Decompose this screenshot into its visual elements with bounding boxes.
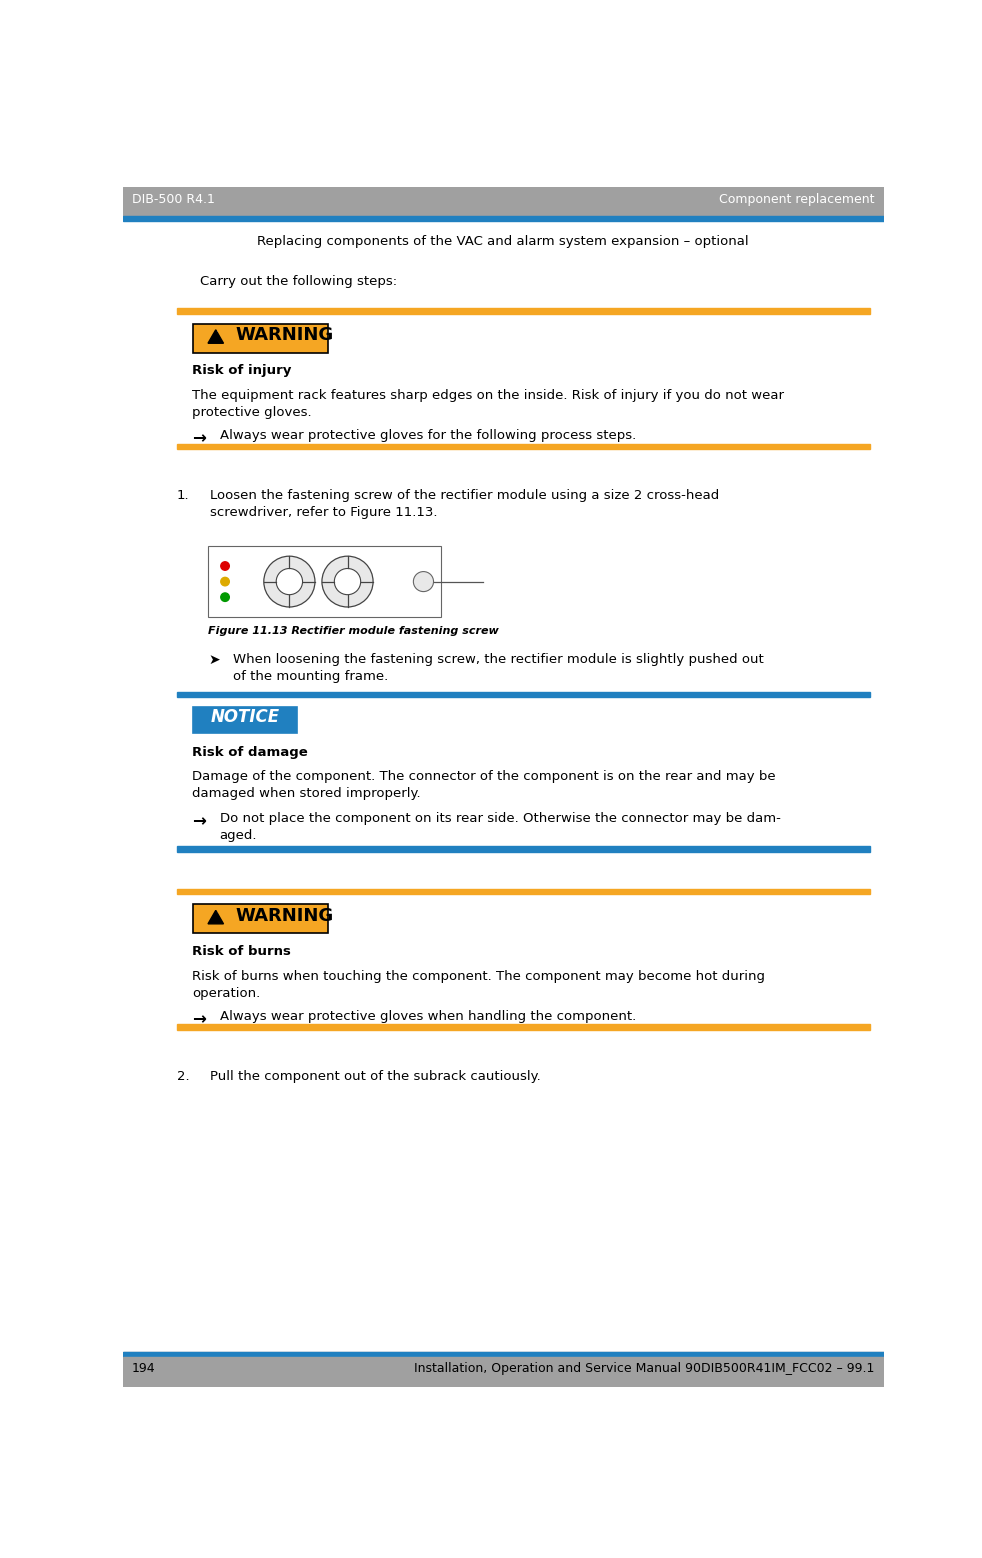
Text: damaged when stored improperly.: damaged when stored improperly. — [192, 787, 421, 801]
Text: of the mounting frame.: of the mounting frame. — [233, 670, 388, 682]
Text: Always wear protective gloves for the following process steps.: Always wear protective gloves for the fo… — [220, 428, 636, 442]
Text: protective gloves.: protective gloves. — [192, 407, 312, 419]
Circle shape — [334, 569, 360, 595]
Text: 194: 194 — [132, 1362, 156, 1376]
Text: →: → — [192, 1010, 206, 1028]
Bar — [208, 547, 441, 617]
Text: Pull the component out of the subrack cautiously.: Pull the component out of the subrack ca… — [209, 1070, 540, 1083]
Bar — [177, 692, 870, 696]
Bar — [192, 324, 328, 354]
Text: operation.: operation. — [192, 986, 261, 1000]
Polygon shape — [208, 330, 224, 343]
Circle shape — [322, 556, 373, 608]
Text: Installation, Operation and Service Manual 90DIB500R41IM_FCC02 – 99.1: Installation, Operation and Service Manu… — [414, 1362, 875, 1376]
Bar — [123, 1357, 884, 1387]
Bar — [123, 1352, 884, 1357]
Bar — [123, 187, 884, 217]
Bar — [123, 217, 884, 221]
Text: Damage of the component. The connector of the component is on the rear and may b: Damage of the component. The connector o… — [192, 770, 776, 784]
Text: aged.: aged. — [220, 829, 257, 841]
Bar — [192, 707, 298, 734]
Bar — [177, 308, 870, 313]
Text: Always wear protective gloves when handling the component.: Always wear protective gloves when handl… — [220, 1010, 636, 1022]
Bar — [192, 904, 328, 933]
Text: →: → — [192, 812, 206, 830]
Bar — [177, 1024, 870, 1030]
Circle shape — [264, 556, 315, 608]
Text: Risk of burns when touching the component. The component may become hot during: Risk of burns when touching the componen… — [192, 969, 766, 983]
Text: Loosen the fastening screw of the rectifier module using a size 2 cross-head: Loosen the fastening screw of the rectif… — [209, 489, 719, 502]
Text: Carry out the following steps:: Carry out the following steps: — [200, 276, 398, 288]
Circle shape — [413, 572, 433, 592]
Text: The equipment rack features sharp edges on the inside. Risk of injury if you do : The equipment rack features sharp edges … — [192, 390, 785, 402]
Text: Replacing components of the VAC and alarm system expansion – optional: Replacing components of the VAC and alar… — [257, 235, 749, 248]
Text: !: ! — [214, 911, 218, 921]
Text: 2.: 2. — [177, 1070, 190, 1083]
Bar — [123, 1377, 884, 1382]
Circle shape — [221, 594, 230, 601]
Bar — [177, 846, 870, 852]
Text: Component replacement: Component replacement — [719, 193, 875, 206]
Text: Figure 11.13 Rectifier module fastening screw: Figure 11.13 Rectifier module fastening … — [208, 626, 499, 636]
Circle shape — [276, 569, 302, 595]
Text: ➤: ➤ — [208, 653, 220, 667]
Text: Risk of damage: Risk of damage — [192, 746, 308, 759]
Text: !: ! — [214, 330, 218, 340]
Text: WARNING: WARNING — [235, 326, 333, 344]
Bar — [123, 1352, 884, 1382]
Text: Do not place the component on its rear side. Otherwise the connector may be dam-: Do not place the component on its rear s… — [220, 812, 781, 824]
Circle shape — [221, 562, 230, 570]
Text: screwdriver, refer to Figure 11.13.: screwdriver, refer to Figure 11.13. — [209, 506, 437, 519]
Circle shape — [221, 578, 230, 586]
Polygon shape — [208, 910, 224, 924]
Text: Risk of injury: Risk of injury — [192, 365, 292, 377]
Text: When loosening the fastening screw, the rectifier module is slightly pushed out: When loosening the fastening screw, the … — [233, 653, 764, 667]
Text: NOTICE: NOTICE — [210, 707, 279, 726]
Bar — [177, 444, 870, 449]
Text: →: → — [192, 428, 206, 447]
Text: Risk of burns: Risk of burns — [192, 946, 292, 958]
Text: DIB-500 R4.1: DIB-500 R4.1 — [132, 193, 215, 206]
Text: 1.: 1. — [177, 489, 190, 502]
Bar — [177, 888, 870, 894]
Text: WARNING: WARNING — [235, 907, 333, 925]
